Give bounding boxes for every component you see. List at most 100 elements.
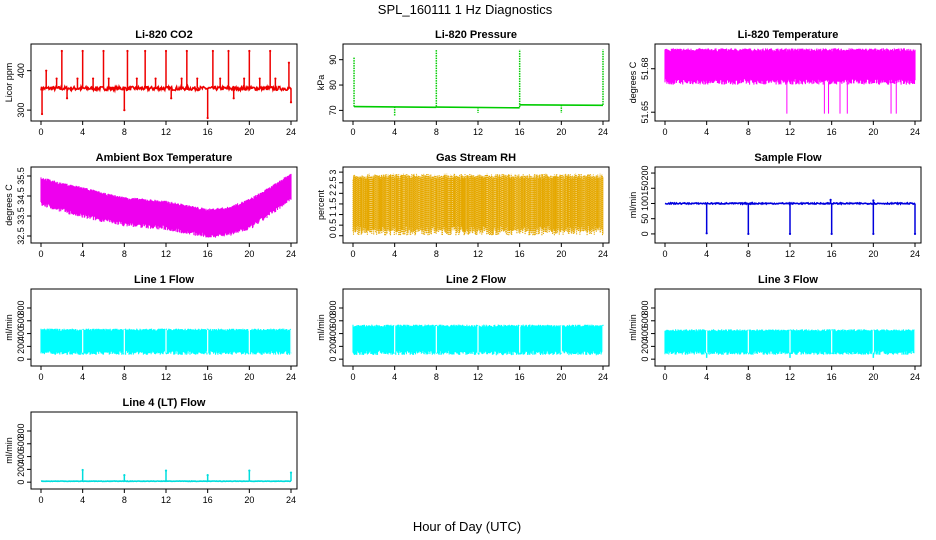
y-tick-label: 200 (328, 339, 338, 354)
y-tick-label: 600 (16, 436, 26, 451)
x-tick-label: 12 (473, 127, 483, 137)
y-tick-label: 600 (328, 313, 338, 328)
x-tick-label: 24 (598, 249, 608, 259)
panel-5: Gas Stream RH0 4 8 12 16 20 2400.511.522.53per… (316, 152, 610, 259)
x-tick-label: 0 (350, 249, 355, 259)
data-point (829, 198, 832, 201)
x-tick-label: 4 (80, 127, 85, 137)
figure-title: SPL_160111 1 Hz Diagnostics (378, 2, 553, 17)
y-axis-label: ml/min (4, 314, 14, 341)
y-axis-label: ml/min (4, 437, 14, 464)
data-point (872, 232, 875, 236)
panel-frame (30, 166, 298, 244)
data-point (55, 77, 58, 80)
y-axis-label: kPa (316, 75, 326, 91)
series-band (664, 48, 916, 85)
x-tick-label: 24 (286, 127, 296, 137)
y-axis-label: degrees C (628, 61, 638, 103)
x-tick-label: 20 (244, 495, 254, 505)
x-tick-label: 24 (286, 495, 296, 505)
y-tick-label: 2 (328, 191, 338, 196)
x-tick-label: 8 (746, 372, 751, 382)
panel-3: Li-820 Temperature 0 4 8 12 16 20 24 51.65 51.68d… (628, 29, 922, 137)
panel-title: Line 2 Flow (446, 274, 506, 286)
y-axis-label: percent (316, 189, 326, 220)
x-tick-label: 16 (515, 249, 525, 259)
y-tick-label: 150 (640, 181, 650, 196)
panel-frame (30, 288, 298, 367)
x-tick-label: 12 (473, 249, 483, 259)
panel-9: Line 3 Flow 0 4 8 12 16 20 24 0 200400600800ml/mi… (628, 274, 922, 382)
x-tick-label: 16 (203, 372, 213, 382)
data-point (185, 49, 188, 53)
y-tick-label: 0 (640, 357, 650, 362)
data-point (170, 97, 173, 100)
data-point (76, 77, 79, 80)
x-tick-label: 24 (286, 372, 296, 382)
figure-xlabel: Hour of Day (UTC) (413, 519, 521, 534)
data-point (274, 77, 277, 80)
series-data (352, 324, 604, 356)
data-point (269, 49, 272, 53)
data-point (258, 77, 261, 80)
x-tick-label: 20 (556, 372, 566, 382)
series-data (664, 329, 916, 358)
data-point (196, 77, 199, 80)
data-point (144, 49, 147, 53)
y-tick-label: 3 (328, 170, 338, 175)
y-tick-label: 400 (16, 449, 26, 464)
data-point (123, 474, 126, 477)
series-data (40, 49, 293, 120)
y-tick-label: 400 (328, 326, 338, 341)
series-fill (353, 176, 603, 231)
x-tick-label: 20 (556, 249, 566, 259)
data-point (135, 77, 138, 80)
data-point (287, 61, 291, 64)
data-point (913, 232, 917, 236)
x-tick-label: 8 (122, 372, 127, 382)
y-tick-label: 51.65 (640, 101, 650, 124)
y-tick-label: 400 (640, 326, 650, 341)
x-tick-label: 12 (161, 372, 171, 382)
x-tick-label: 16 (203, 249, 213, 259)
x-tick-label: 8 (434, 249, 439, 259)
y-tick-label: 80 (328, 80, 338, 90)
panel-frame (654, 166, 922, 244)
x-tick-label: 24 (598, 372, 608, 382)
y-tick-label: 1.5 (328, 198, 338, 211)
panel-frame (342, 166, 610, 244)
x-tick-label: 8 (434, 127, 439, 137)
x-tick-label: 16 (827, 249, 837, 259)
panel-8: Line 2 Flow 0 4 8 12 16 20 24 0 200400600800ml/mi… (316, 274, 610, 382)
data-point (126, 49, 129, 53)
panel-title: Li-820 Pressure (435, 29, 517, 41)
series-band (352, 173, 604, 236)
data-point (123, 109, 126, 112)
data-point (40, 112, 44, 116)
x-tick-label: 0 (662, 127, 667, 137)
panel-title: Line 3 Flow (758, 274, 818, 286)
y-tick-label: 0 (16, 480, 26, 485)
x-tick-label: 0 (350, 127, 355, 137)
y-tick-label: 200 (640, 166, 650, 181)
y-tick-label: 32.5 (16, 227, 26, 245)
x-tick-label: 4 (80, 495, 85, 505)
series-data (353, 49, 604, 116)
series-data (664, 48, 916, 114)
y-tick-label: 400 (16, 326, 26, 341)
y-tick-label: 2.5 (328, 176, 338, 189)
x-tick-label: 24 (286, 249, 296, 259)
x-tick-label: 16 (515, 127, 525, 137)
panel-title: Sample Flow (754, 152, 822, 164)
x-tick-label: 12 (161, 127, 171, 137)
panel-title: Line 4 (LT) Flow (123, 397, 206, 409)
panel-frame (30, 411, 298, 490)
x-tick-label: 20 (244, 127, 254, 137)
panel-title: Gas Stream RH (436, 152, 516, 164)
x-tick-label: 20 (244, 372, 254, 382)
y-tick-label: 800 (16, 423, 26, 438)
